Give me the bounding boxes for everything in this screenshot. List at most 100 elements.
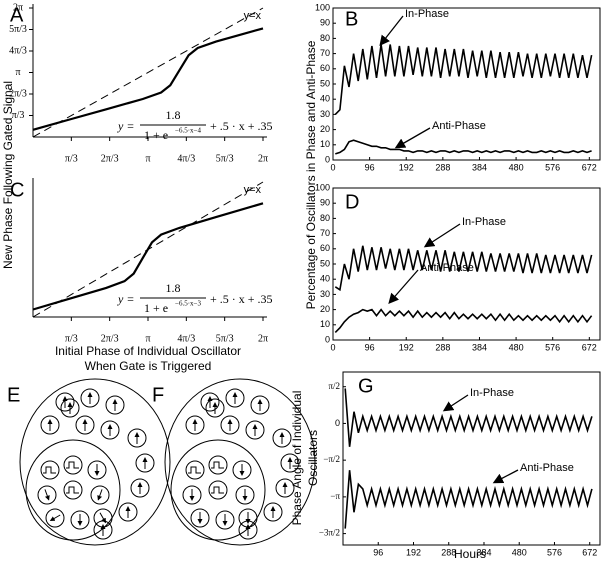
annotation: Anti-Phase [420,262,474,274]
x-tick-label: 5π/3 [216,153,234,164]
y-tick-label: 40 [320,274,330,284]
x-tick-label: π [145,153,150,164]
y-tick-label: 0 [335,418,340,428]
oscillator [250,395,270,415]
phase-arrow [97,489,103,501]
x-tick-label: 192 [406,547,421,557]
oscillator [127,428,147,448]
x-tick-label: 672 [582,162,597,172]
y-tick-label: −π/2 [323,454,340,464]
square-wave [66,461,79,469]
phase-arrow [44,489,50,501]
x-tick-label: 672 [582,547,597,557]
oscillator [75,415,95,435]
x-tick-label: 288 [441,547,456,557]
oscillator [235,485,255,505]
pacemaker-region [170,439,266,541]
panel-label: B [345,8,358,30]
y-tick-label: 100 [315,2,330,12]
x-tick-label: 5π/3 [216,333,234,344]
oscillator [40,415,60,435]
oscillator [135,453,155,473]
annotation: In-Phase [462,216,506,228]
formula: y = [117,292,134,306]
oscillator [275,478,295,498]
x-tick-label: 576 [545,342,560,352]
y-tick-label: 80 [320,213,330,223]
x-tick-label: 480 [509,342,524,352]
pacemaker-region [25,439,121,541]
y-tick-label: 40 [320,94,330,104]
annotation-arrow [388,269,419,304]
oscillator [80,388,100,408]
x-tick-label: 480 [512,547,527,557]
x-tick-label: 2π [258,153,268,164]
x-tick-label: 0 [330,342,335,352]
oscillator [118,502,138,522]
x-axis-label: Hours [454,547,486,561]
oscillator [232,460,252,480]
line-label: y=x [244,184,262,196]
oscillator [105,395,125,415]
x-tick-label: 96 [373,547,383,557]
series-line [335,139,592,155]
x-tick-label: 384 [476,547,491,557]
phase-arrow [99,512,106,524]
square-wave [211,461,224,469]
oscillator [130,478,150,498]
formula: y = [117,119,134,133]
y-tick-label: 2π/3 [9,88,27,99]
oscillator [263,502,283,522]
oscillator [208,480,228,500]
x-axis-label: Initial Phase of Individual Oscillator [55,344,241,358]
formula: 1 + e [144,301,168,315]
oscillator [272,428,292,448]
annotation: In-Phase [405,8,449,20]
annotation: Anti-Phase [520,462,574,474]
y-tick-label: 50 [320,78,330,88]
series-line [32,202,264,311]
x-tick-label: 192 [399,162,414,172]
formula: −6.5·x−3 [175,300,201,308]
y-tick-label: 90 [320,18,330,28]
x-tick-label: π/3 [65,333,78,344]
y-axis-label: Oscillators [306,430,320,486]
y-tick-label: 80 [320,33,330,43]
x-tick-label: 288 [435,162,450,172]
y-tick-label: 10 [320,319,330,329]
y-tick-label: 100 [315,182,330,192]
panel-label: C [10,179,24,201]
series-line [344,388,593,447]
series-line [334,308,593,333]
panel-label: F [152,384,164,406]
oscillator [40,460,60,480]
formula: 1 + e [144,128,168,142]
x-tick-label: 672 [582,342,597,352]
oscillator [190,508,210,528]
x-tick-label: 96 [365,342,375,352]
oscillator [280,453,300,473]
tissue-outline [19,378,171,546]
panel-label: E [7,384,20,406]
oscillator [185,415,205,435]
y-tick-label: 30 [320,109,330,119]
formula: + .5 · x + .35 [210,292,273,306]
annotation: In-Phase [470,387,514,399]
x-tick-label: 4π/3 [177,333,195,344]
series-line [334,44,593,115]
y-tick-label: 0 [325,334,330,344]
y-tick-label: 60 [320,243,330,253]
oscillator [63,480,83,500]
series-line [32,27,264,131]
x-axis-label: When Gate is Triggered [85,359,212,373]
y-tick-label: 2π [13,2,23,13]
y-tick-label: −3π/2 [319,528,340,538]
oscillator [87,460,107,480]
oscillator [245,420,265,440]
annotation-arrow [492,469,519,484]
annotation: Anti-Phase [432,120,486,132]
oscillator [205,398,225,418]
phase-arrow [49,514,61,521]
y-tick-label: π [15,67,20,78]
